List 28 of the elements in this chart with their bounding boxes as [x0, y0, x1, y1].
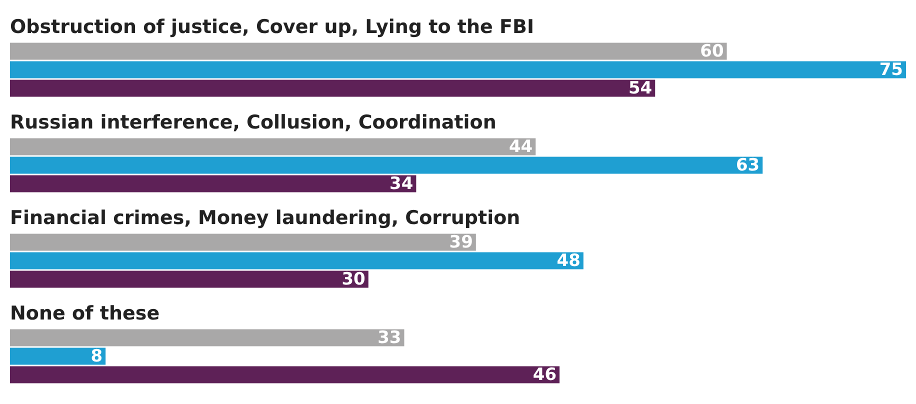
bar	[10, 61, 906, 78]
bar	[10, 270, 368, 288]
data-label: 8	[90, 346, 103, 367]
data-label: 63	[736, 156, 760, 176]
bar	[10, 80, 656, 97]
data-label: 46	[532, 365, 557, 386]
bar	[10, 366, 560, 384]
bar	[10, 329, 404, 346]
data-label: 34	[390, 174, 414, 194]
y-tick-label: None of these	[10, 302, 160, 325]
bar	[10, 42, 727, 60]
data-label: 39	[449, 232, 473, 253]
data-label: 44	[508, 137, 533, 158]
y-tick-label: Financial crimes, Money laundering, Corruption	[10, 207, 520, 230]
data-label: 30	[342, 270, 366, 290]
data-label: 33	[378, 328, 402, 348]
bar	[10, 348, 106, 365]
bar	[10, 234, 476, 251]
data-label: 75	[879, 60, 903, 80]
data-label: 54	[628, 78, 652, 99]
bar	[10, 156, 763, 174]
y-tick-label: Obstruction of justice, Cover up, Lying to the FBI	[10, 16, 534, 38]
y-tick-label: Russian interference, Collusion, Coordination	[10, 112, 496, 134]
bar	[10, 138, 536, 156]
bar	[10, 252, 584, 270]
bar	[10, 175, 416, 192]
data-label: 60	[700, 42, 724, 62]
data-label: 48	[556, 251, 580, 272]
